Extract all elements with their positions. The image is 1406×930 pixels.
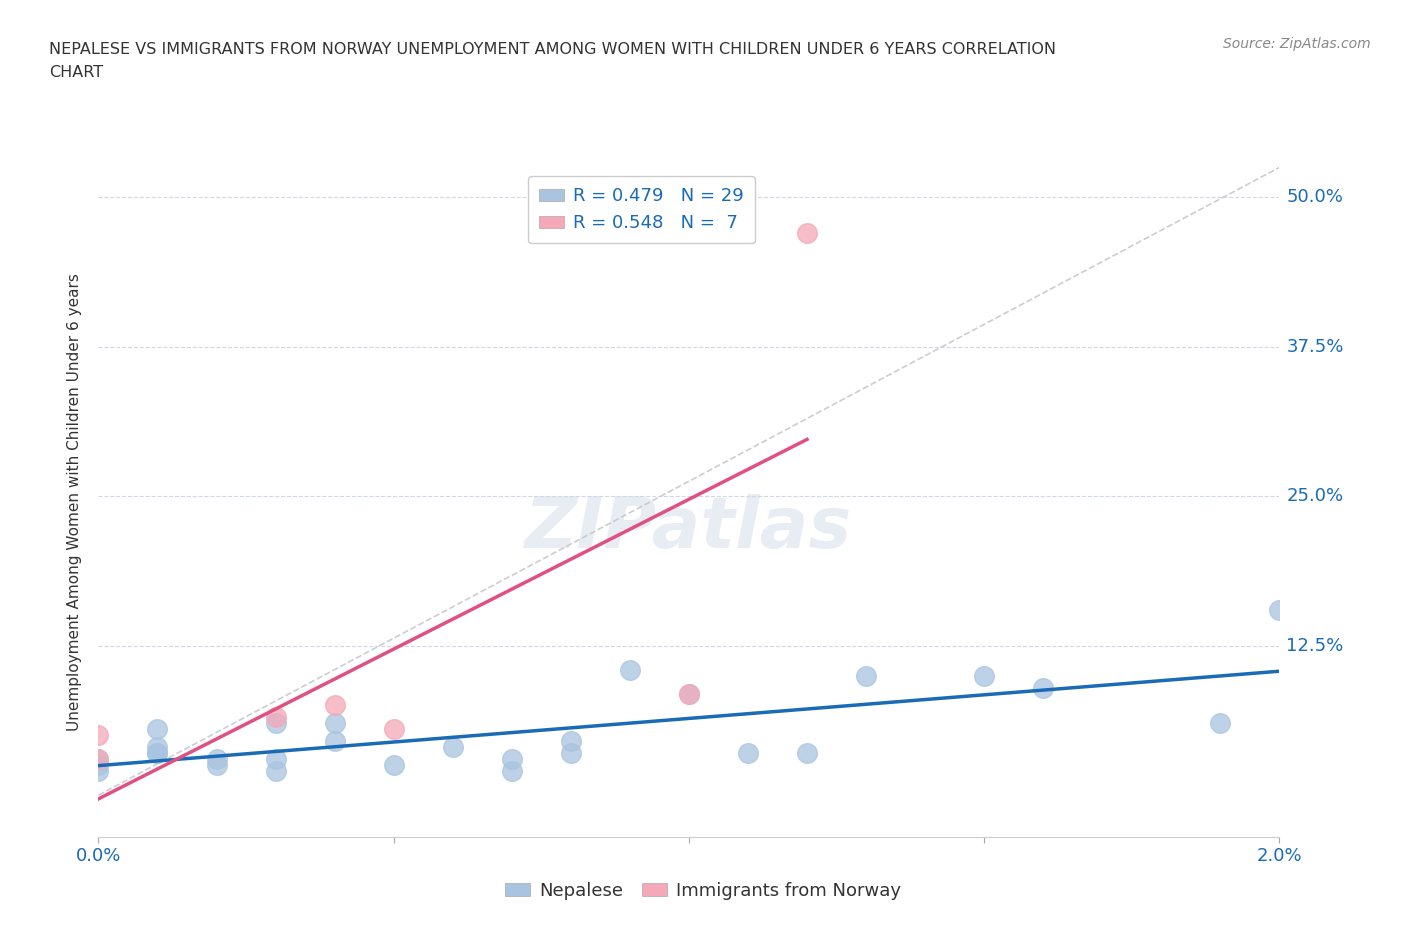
Point xyxy=(1209,716,1232,731)
Point xyxy=(87,728,110,743)
Text: ZIPatlas: ZIPatlas xyxy=(526,495,852,564)
Text: 37.5%: 37.5% xyxy=(1286,338,1344,356)
Point xyxy=(796,746,818,761)
Point xyxy=(737,746,759,761)
Legend: R = 0.479   N = 29, R = 0.548   N =  7: R = 0.479 N = 29, R = 0.548 N = 7 xyxy=(529,177,755,243)
Point xyxy=(87,758,110,773)
Text: CHART: CHART xyxy=(49,65,103,80)
Point xyxy=(796,226,818,241)
Text: NEPALESE VS IMMIGRANTS FROM NORWAY UNEMPLOYMENT AMONG WOMEN WITH CHILDREN UNDER : NEPALESE VS IMMIGRANTS FROM NORWAY UNEMP… xyxy=(49,42,1056,57)
Point xyxy=(323,716,346,731)
Point xyxy=(560,746,582,761)
Point xyxy=(264,751,287,766)
Point xyxy=(501,764,523,778)
Text: 12.5%: 12.5% xyxy=(1286,637,1344,655)
Point xyxy=(501,751,523,766)
Point xyxy=(855,668,877,683)
Point xyxy=(205,758,228,773)
Text: 25.0%: 25.0% xyxy=(1286,487,1344,505)
Point xyxy=(323,734,346,749)
Point xyxy=(146,722,169,737)
Point xyxy=(146,746,169,761)
Point xyxy=(264,764,287,778)
Point xyxy=(619,662,641,677)
Point xyxy=(678,686,700,701)
Point xyxy=(973,668,995,683)
Point xyxy=(146,740,169,755)
Point xyxy=(205,751,228,766)
Point xyxy=(146,746,169,761)
Point xyxy=(87,751,110,766)
Point xyxy=(264,716,287,731)
Point xyxy=(441,740,464,755)
Point xyxy=(382,722,405,737)
Y-axis label: Unemployment Among Women with Children Under 6 years: Unemployment Among Women with Children U… xyxy=(67,273,83,731)
Point xyxy=(678,686,700,701)
Point xyxy=(1032,680,1054,695)
Point xyxy=(87,751,110,766)
Legend: Nepalese, Immigrants from Norway: Nepalese, Immigrants from Norway xyxy=(498,874,908,907)
Point xyxy=(87,764,110,778)
Point xyxy=(323,698,346,713)
Point xyxy=(560,734,582,749)
Text: 50.0%: 50.0% xyxy=(1286,188,1343,206)
Text: Source: ZipAtlas.com: Source: ZipAtlas.com xyxy=(1223,37,1371,51)
Point xyxy=(382,758,405,773)
Point xyxy=(1268,603,1291,618)
Point xyxy=(264,710,287,724)
